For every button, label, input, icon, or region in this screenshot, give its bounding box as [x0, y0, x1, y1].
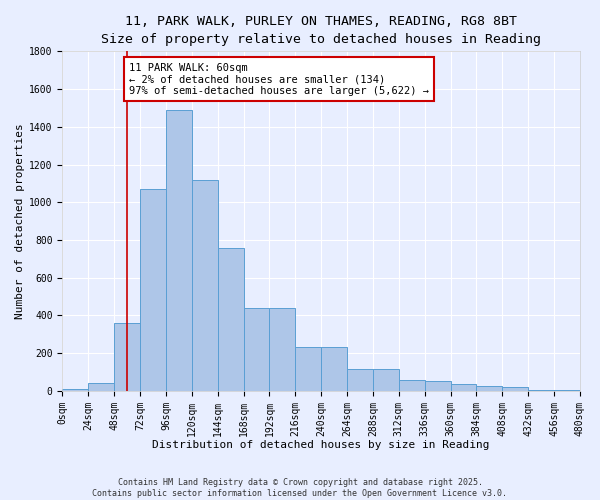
- Bar: [476, 386, 502, 391]
- Bar: [218, 248, 244, 391]
- Text: Contains HM Land Registry data © Crown copyright and database right 2025.
Contai: Contains HM Land Registry data © Crown c…: [92, 478, 508, 498]
- Title: 11, PARK WALK, PURLEY ON THAMES, READING, RG8 8BT
Size of property relative to d: 11, PARK WALK, PURLEY ON THAMES, READING…: [101, 15, 541, 46]
- Y-axis label: Number of detached properties: Number of detached properties: [15, 123, 25, 319]
- Bar: [114, 323, 140, 391]
- Bar: [399, 380, 425, 391]
- X-axis label: Distribution of detached houses by size in Reading: Distribution of detached houses by size …: [152, 440, 490, 450]
- Bar: [528, 390, 554, 391]
- Bar: [166, 110, 192, 391]
- Bar: [140, 189, 166, 391]
- Bar: [373, 369, 399, 391]
- Bar: [244, 308, 269, 391]
- Bar: [425, 382, 451, 391]
- Text: 11 PARK WALK: 60sqm
← 2% of detached houses are smaller (134)
97% of semi-detach: 11 PARK WALK: 60sqm ← 2% of detached hou…: [129, 62, 429, 96]
- Bar: [269, 308, 295, 391]
- Bar: [554, 390, 580, 391]
- Bar: [451, 384, 476, 391]
- Bar: [321, 348, 347, 391]
- Bar: [88, 384, 114, 391]
- Bar: [502, 387, 528, 391]
- Bar: [62, 389, 88, 391]
- Bar: [347, 369, 373, 391]
- Bar: [192, 180, 218, 391]
- Bar: [295, 348, 321, 391]
